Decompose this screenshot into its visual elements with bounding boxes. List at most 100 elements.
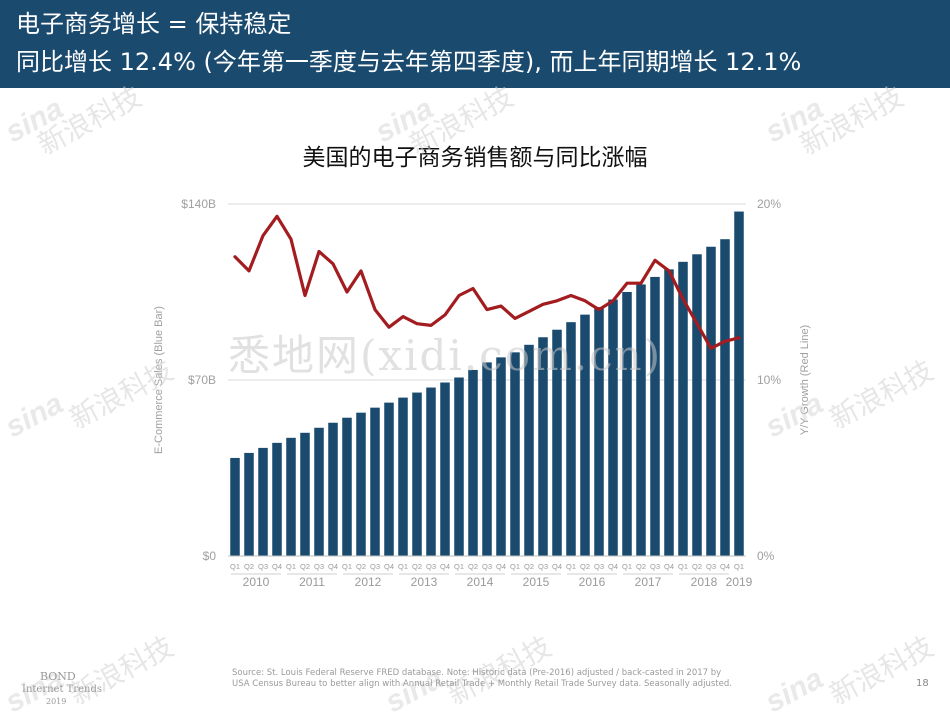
growth-point (402, 315, 404, 318)
x-quarter-label: Q2 (356, 562, 366, 571)
growth-point (542, 303, 544, 306)
growth-point (528, 310, 530, 313)
x-year-label: 2018 (691, 575, 718, 589)
x-quarter-label: Q1 (398, 562, 408, 571)
bar (678, 261, 688, 556)
bar (510, 352, 520, 556)
bar (580, 314, 590, 556)
y-axis-left-label: E-Commerce Sales (Blue Bar) (153, 306, 165, 454)
x-quarter-label: Q1 (566, 562, 576, 571)
growth-point (416, 322, 418, 325)
x-quarter-label: Q4 (496, 562, 506, 571)
y-left-tick-label: $70B (188, 373, 216, 387)
x-year-label: 2014 (467, 575, 494, 589)
slide-header: 电子商务增长 = 保持稳定 同比增长 12.4% (今年第一季度与去年第四季度)… (0, 0, 950, 88)
bar (244, 452, 254, 556)
x-quarter-label: Q4 (608, 562, 618, 571)
x-quarter-label: Q3 (314, 562, 324, 571)
bar (650, 276, 660, 556)
x-quarter-label: Q1 (454, 562, 464, 571)
x-year-label: 2019 (726, 575, 753, 589)
growth-point (514, 317, 516, 320)
bar (608, 299, 618, 556)
watermark-center: 悉地网(xidi.com.cn) (228, 331, 663, 380)
chart-axes: $0 $70B $140B 0% 10% 20% Q1 Q2 Q3 Q4 Q1 Q2 Q3 Q4 Q1 Q2 Q… (181, 197, 781, 589)
x-quarter-label: Q3 (426, 562, 436, 571)
growth-point (682, 298, 684, 300)
bar (538, 337, 548, 556)
x-quarter-label: Q4 (664, 562, 674, 571)
growth-point (724, 340, 726, 343)
growth-point (584, 300, 586, 302)
chart-title: 美国的电子商务销售额与同比涨幅 (302, 145, 648, 171)
growth-point (318, 250, 320, 253)
x-quarter-label: Q4 (552, 562, 562, 571)
growth-point (234, 255, 236, 258)
bar (384, 402, 394, 556)
x-year-label: 2016 (579, 575, 606, 589)
x-year-label: 2012 (355, 575, 382, 589)
x-quarter-label: Q2 (300, 562, 310, 571)
bond-logo-year: 2019 (46, 697, 67, 706)
growth-point (444, 314, 446, 316)
x-year-label: 2011 (299, 575, 325, 589)
bar (328, 422, 338, 556)
x-quarter-label: Q2 (580, 562, 590, 571)
growth-point (654, 259, 656, 262)
bar (272, 442, 282, 556)
x-quarter-label: Q2 (636, 562, 646, 571)
growth-point (458, 294, 460, 297)
x-quarter-label: Q4 (720, 562, 730, 571)
growth-point (626, 282, 628, 285)
x-quarter-label: Q1 (342, 562, 352, 571)
bar (468, 369, 478, 556)
bar (342, 417, 352, 556)
growth-point (738, 337, 740, 339)
y-right-tick-label: 10% (757, 373, 781, 387)
bar (664, 269, 674, 556)
x-year-label: 2013 (411, 575, 438, 589)
growth-point (388, 326, 390, 329)
x-quarter-label: Q4 (328, 562, 338, 571)
bar (370, 407, 380, 556)
x-quarter-label: Q3 (706, 562, 716, 571)
x-quarter-label: Q3 (258, 562, 268, 571)
growth-point (346, 291, 348, 293)
x-quarter-label: Q2 (692, 562, 702, 571)
x-year-label: 2017 (635, 575, 662, 589)
bar (482, 362, 492, 556)
y-left-tick-label: $140B (181, 197, 216, 211)
growth-point (640, 282, 642, 285)
header-title-line2: 同比增长 12.4% (今年第一季度与去年第四季度), 而上年同期增长 12.1… (16, 48, 802, 76)
growth-point (248, 270, 250, 272)
bar (286, 437, 296, 556)
bar (594, 307, 604, 556)
growth-point (668, 270, 670, 272)
bar (566, 322, 576, 556)
bar (454, 377, 464, 556)
y-right-tick-label: 20% (757, 197, 781, 211)
bond-logo-subtitle: Internet Trends (22, 684, 103, 695)
x-quarter-label: Q3 (370, 562, 380, 571)
bar (552, 329, 562, 556)
bar (258, 447, 268, 556)
x-quarter-label: Q3 (482, 562, 492, 571)
y-left-tick-label: $0 (203, 549, 217, 563)
x-quarter-label: Q2 (412, 562, 422, 571)
growth-point (696, 322, 698, 325)
x-quarter-label: Q1 (510, 562, 520, 571)
x-quarter-label: Q4 (440, 562, 450, 571)
bar (622, 292, 632, 556)
bar (496, 357, 506, 556)
x-year-label: 2015 (523, 575, 550, 589)
bar (706, 246, 716, 556)
bar (314, 427, 324, 556)
x-year-label: 2010 (243, 575, 270, 589)
source-note: Source: St. Louis Federal Reserve FRED d… (232, 668, 732, 689)
growth-point (374, 308, 376, 311)
bar (426, 387, 436, 556)
growth-point (472, 287, 474, 290)
growth-point (500, 305, 502, 307)
bar (692, 254, 702, 557)
